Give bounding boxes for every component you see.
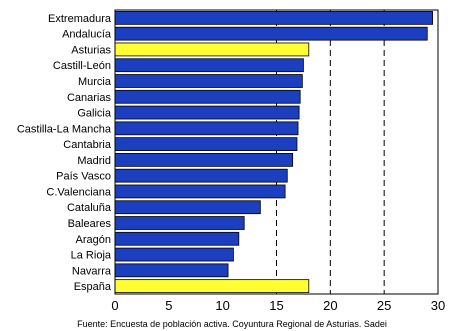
category-label: Murcia [78,76,112,88]
category-labels: Extremadura Andalucía Asturias Castill-León… [17,13,112,293]
bar [114,231,240,246]
x-tick-labels: 0 5 10 15 20 25 30 [111,298,445,313]
source-note: Fuente: Encuesta de población activa. Co… [77,319,387,329]
bar [114,121,299,136]
bar [114,137,298,151]
x-tick-label: 20 [323,298,337,313]
category-label: La Rioja [71,250,112,262]
category-label: Andalucía [62,29,112,41]
bar [114,216,245,230]
x-tick-label: 30 [431,298,445,313]
bars [114,11,434,293]
bar [114,74,303,88]
bar [114,11,434,25]
category-label: Extremadura [48,13,112,25]
category-label: Cataluña [67,202,112,214]
bar [114,42,310,57]
bar [114,168,288,183]
x-tick-label: 25 [377,298,391,313]
category-label: Castill-León [53,60,111,72]
x-tick-label: 5 [165,298,172,313]
plot-frame [114,9,439,295]
gridlines [276,10,385,294]
x-tick-label: 10 [215,298,229,313]
category-label: Navarra [72,265,112,277]
x-tick-label: 0 [111,298,118,313]
bar [114,153,294,167]
category-label: Canarias [67,92,112,104]
category-label: España [74,281,112,293]
bar [114,247,234,262]
bar [114,279,310,293]
x-tick-label: 15 [269,298,283,313]
bar [114,58,304,73]
category-label: Castilla-La Mancha [17,123,112,135]
category-label: Baleares [68,218,112,230]
bar [114,263,229,278]
category-label: C.Valenciana [46,186,111,198]
category-label: Aragón [76,234,111,246]
bar [114,184,286,199]
category-label: Galicia [77,108,112,120]
bar [114,89,301,104]
category-label: Madrid [77,155,111,167]
category-label: Cantabria [63,139,112,151]
category-label: País Vasco [56,171,111,183]
bar [114,26,428,41]
bar [114,105,300,120]
category-label: Asturias [71,44,111,56]
bar [114,200,261,215]
